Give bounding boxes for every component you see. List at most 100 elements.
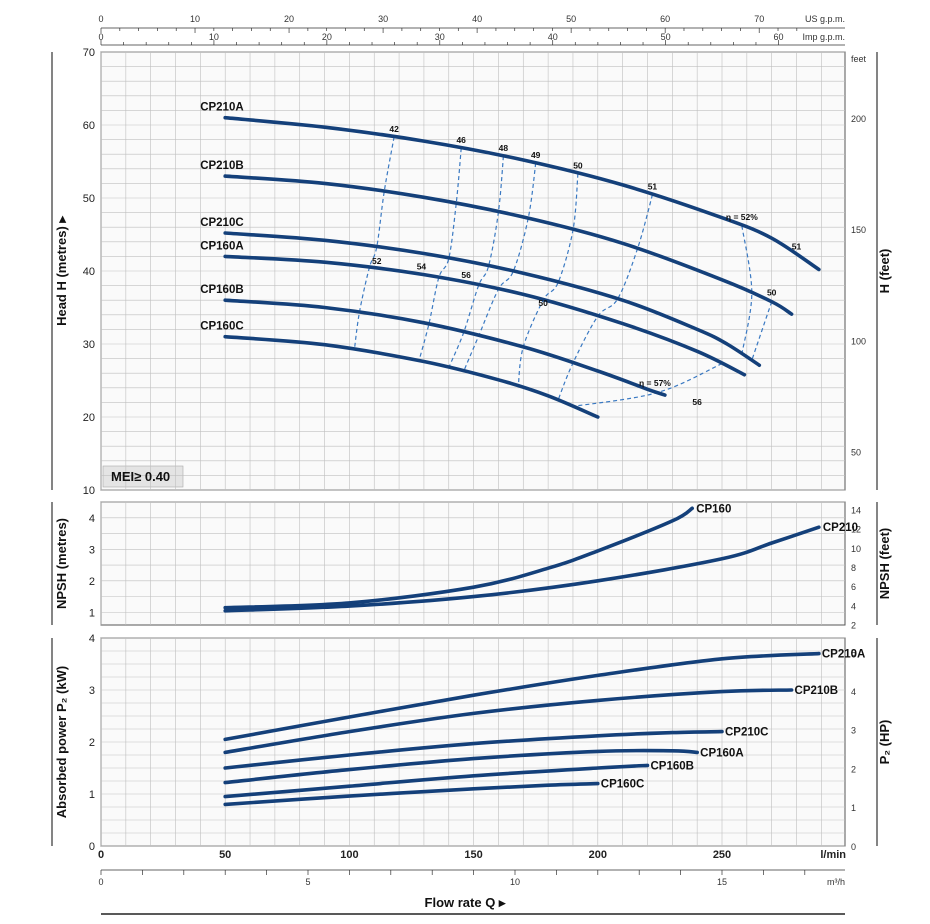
head-series-label: CP160A — [200, 240, 243, 252]
npsh-right-tick: 12 — [851, 525, 861, 535]
power-curve-cp160c — [223, 781, 600, 807]
head-curve-cp160a — [223, 254, 747, 377]
power-left-tick: 1 — [89, 789, 95, 801]
usgpm-unit: US g.p.m. — [805, 14, 845, 24]
efficiency-label: 46 — [456, 135, 466, 145]
impgpm-tick: 40 — [548, 32, 558, 42]
lmin-tick: 200 — [589, 849, 607, 861]
impgpm-tick: 10 — [209, 32, 219, 42]
head-curve-cp160b — [223, 298, 667, 397]
head-curve-cp210a — [223, 115, 821, 272]
power-right-tick: 0 — [851, 842, 856, 852]
impgpm-tick: 50 — [661, 32, 671, 42]
x-axis-label: Flow rate Q ▸ — [425, 895, 507, 910]
efficiency-iso-line — [517, 173, 579, 387]
lmin-tick: 0 — [98, 849, 104, 861]
efficiency-label: 50 — [573, 161, 583, 171]
power-left-tick: 0 — [89, 841, 95, 853]
npsh-series-label: CP160 — [696, 503, 731, 515]
efficiency-label: 50 — [767, 288, 777, 298]
efficiency-iso-line — [557, 194, 653, 401]
head-y-label: Head H (metres) ▸ — [54, 215, 69, 326]
npsh-curve-cp210 — [223, 525, 821, 613]
power-left-tick: 3 — [89, 685, 95, 697]
m3h-tick: 0 — [98, 877, 103, 887]
power-y2-label: P₂ (HP) — [877, 720, 892, 765]
efficiency-label: η = 52% — [726, 212, 758, 222]
npsh-right-tick: 6 — [851, 582, 856, 592]
power-right-tick: 2 — [851, 764, 856, 774]
m3h-unit: m³/h — [827, 877, 845, 887]
power-series-label: CP160B — [650, 760, 693, 772]
lmin-tick: 50 — [219, 849, 231, 861]
head-right-tick: 150 — [851, 225, 866, 235]
data-curves — [223, 115, 821, 807]
npsh-left-tick: 3 — [89, 544, 95, 556]
power-y-label: Absorbed power P₂ (kW) — [54, 666, 69, 818]
power-series-label: CP210A — [822, 649, 865, 661]
head-left-tick: 20 — [83, 412, 95, 424]
npsh-y2-label: NPSH (feet) — [877, 528, 892, 600]
power-left-tick: 2 — [89, 737, 95, 749]
npsh-left-tick: 1 — [89, 607, 95, 619]
power-left-tick: 4 — [89, 633, 95, 645]
power-series-label: CP210B — [795, 685, 838, 697]
usgpm-tick: 20 — [284, 14, 294, 24]
npsh-series-label: CP210 — [823, 522, 858, 534]
head-series-label: CP210B — [200, 160, 243, 172]
head-curve-cp210b — [223, 174, 794, 316]
head-curve-cp160c — [223, 334, 600, 419]
head-left-tick: 40 — [83, 266, 95, 278]
efficiency-label: η = 57% — [639, 378, 671, 388]
lmin-tick: 100 — [340, 849, 358, 861]
chart-text: 1020304050607012340123450100150200feet24… — [54, 14, 892, 910]
efficiency-label: 42 — [389, 124, 399, 134]
lmin-tick: 150 — [464, 849, 482, 861]
head-left-tick: 50 — [83, 193, 95, 205]
impgpm-tick: 60 — [774, 32, 784, 42]
head-left-tick: 60 — [83, 120, 95, 132]
power-curve-cp210b — [223, 688, 794, 755]
power-right-tick: 4 — [851, 687, 856, 697]
head-curve-cp210c — [223, 231, 762, 367]
efficiency-iso-line — [418, 148, 462, 361]
impgpm-unit: Imp g.p.m. — [802, 32, 845, 42]
head-right-unit: feet — [851, 54, 867, 64]
head-right-tick: 100 — [851, 336, 866, 346]
head-left-tick: 30 — [83, 339, 95, 351]
npsh-right-tick: 2 — [851, 621, 856, 631]
efficiency-label: 49 — [531, 150, 541, 160]
power-series-label: CP160C — [601, 779, 644, 791]
grid-lines — [100, 51, 845, 847]
efficiency-label: 56 — [461, 270, 471, 280]
usgpm-tick: 50 — [566, 14, 576, 24]
npsh-panel-frame — [100, 501, 846, 626]
mei-badge — [102, 465, 184, 488]
efficiency-label: 51 — [648, 182, 658, 192]
npsh-right-tick: 14 — [851, 505, 861, 515]
head-right-tick: 50 — [851, 448, 861, 458]
efficiency-label: 50 — [538, 298, 548, 308]
usgpm-tick: 10 — [190, 14, 200, 24]
impgpm-tick: 0 — [98, 32, 103, 42]
efficiency-iso-line — [463, 163, 537, 372]
power-series-label: CP210C — [725, 727, 768, 739]
efficiency-label: 54 — [417, 261, 427, 271]
usgpm-tick: 70 — [754, 14, 764, 24]
usgpm-tick: 30 — [378, 14, 388, 24]
m3h-tick: 10 — [510, 877, 520, 887]
head-left-tick: 10 — [83, 485, 95, 497]
power-right-tick: 1 — [851, 803, 856, 813]
head-series-label: CP160C — [200, 321, 243, 333]
power-curve-cp160b — [223, 763, 650, 799]
npsh-left-tick: 4 — [89, 513, 95, 525]
npsh-right-tick: 4 — [851, 601, 856, 611]
head-series-label: CP210A — [200, 102, 243, 114]
impgpm-tick: 20 — [322, 32, 332, 42]
npsh-right-tick: 10 — [851, 544, 861, 554]
efficiency-label: 56 — [692, 397, 702, 407]
head-left-tick: 70 — [83, 47, 95, 59]
npsh-curve-cp160 — [223, 506, 694, 610]
npsh-left-tick: 2 — [89, 576, 95, 588]
